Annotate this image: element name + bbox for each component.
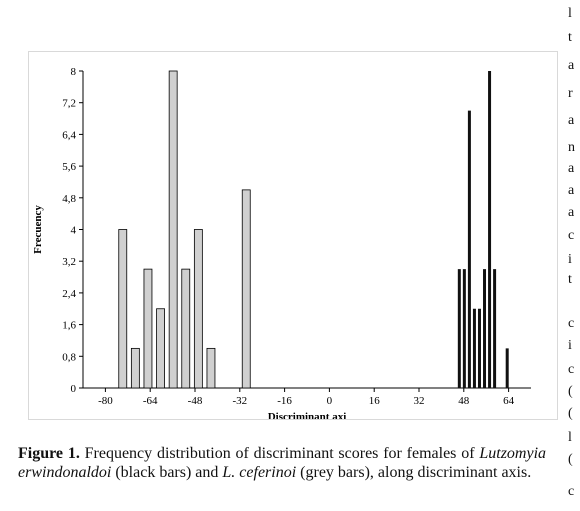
- cropped-text-fragment: n: [568, 140, 575, 155]
- cropped-text-fragment: c: [568, 316, 575, 331]
- y-tick-label: 0,8: [62, 351, 76, 363]
- bar-ceferinoi: [168, 70, 178, 389]
- caption-species-2: L. ceferinoi: [222, 464, 297, 481]
- x-tick-label: -32: [232, 395, 247, 407]
- figure-caption: Figure 1. Frequency distribution of disc…: [18, 444, 546, 482]
- cropped-text-column: l t a r a n a a a c i t c i c((l(c: [566, 0, 580, 511]
- bar-ceferinoi: [130, 347, 140, 389]
- cropped-text-fragment: c: [568, 362, 575, 377]
- bar-erwindonaldoi: [462, 269, 466, 388]
- cropped-text-fragment: (: [568, 406, 573, 421]
- bar-erwindonaldoi: [472, 308, 476, 388]
- cropped-text-fragment: (: [568, 452, 573, 467]
- cropped-text-fragment: l: [568, 430, 572, 445]
- y-axis-label: Frecuency: [32, 205, 44, 254]
- cropped-text-fragment: i: [568, 338, 572, 353]
- cropped-text-fragment: t: [568, 30, 572, 45]
- y-tick-label: 3,2: [62, 256, 76, 268]
- caption-text-2: (black bars) and: [111, 464, 223, 481]
- y-tick-label: 0: [71, 383, 77, 395]
- y-tick-label: 6,4: [62, 129, 76, 141]
- cropped-text-fragment: c: [568, 228, 575, 243]
- x-tick-label: 32: [414, 395, 425, 407]
- y-tick-label: 4,8: [62, 193, 76, 205]
- y-tick-label: 4: [71, 225, 77, 237]
- bar-ceferinoi: [181, 268, 191, 389]
- x-tick-label: 48: [458, 395, 470, 407]
- bar-ceferinoi: [193, 229, 203, 389]
- x-tick-label: -64: [143, 395, 158, 407]
- bar-ceferinoi: [241, 189, 251, 389]
- cropped-text-fragment: l: [568, 6, 572, 21]
- cropped-text-fragment: c: [568, 484, 575, 499]
- frequency-bar-chart: 0 0,8 1,6 2,4 3,2 4 4,8 5,6 6,4 7,2 8 -80 -64 -48 -32 -…: [32, 66, 531, 419]
- x-tick-label: 64: [503, 395, 514, 407]
- cropped-text-fragment: a: [568, 161, 575, 176]
- bar-erwindonaldoi: [477, 308, 481, 388]
- y-tick-label: 5,6: [62, 161, 76, 173]
- x-axis-label: Discriminant axi: [268, 411, 347, 419]
- bar-ceferinoi: [156, 308, 165, 389]
- cropped-text-fragment: a: [568, 183, 575, 198]
- bar-erwindonaldoi: [457, 269, 461, 388]
- x-tick-label: -48: [188, 395, 203, 407]
- y-tick-label: 8: [71, 66, 77, 78]
- y-tick-label: 2,4: [62, 288, 76, 300]
- bar-erwindonaldoi: [483, 269, 487, 388]
- x-tick-label: 16: [369, 395, 381, 407]
- figure-frame: 0 0,8 1,6 2,4 3,2 4 4,8 5,6 6,4 7,2 8 -80 -64 -48 -32 -…: [28, 51, 558, 420]
- caption-label: Figure 1.: [18, 445, 80, 462]
- bar-ceferinoi: [206, 347, 216, 389]
- cropped-text-fragment: r: [568, 86, 573, 101]
- caption-text-1: Frequency distribution of discriminant s…: [79, 445, 480, 462]
- caption-species-1: Lutzomyia erwindonaldoi: [18, 445, 547, 481]
- cropped-text-fragment: t: [568, 272, 572, 287]
- bar-erwindonaldoi: [488, 71, 492, 388]
- y-tick-label: 7,2: [62, 98, 76, 110]
- cropped-text-fragment: (: [568, 384, 573, 399]
- bar-ceferinoi: [143, 268, 153, 389]
- caption-text-3: (grey bars), along discriminant axis.: [296, 464, 532, 481]
- cropped-text-fragment: i: [568, 252, 572, 267]
- x-tick-label: 0: [327, 395, 333, 407]
- bar-ceferinoi: [118, 229, 128, 389]
- bar-erwindonaldoi: [493, 269, 497, 388]
- cropped-text-fragment: a: [568, 205, 575, 220]
- cropped-text-fragment: a: [568, 58, 575, 73]
- cropped-text-fragment: a: [568, 113, 575, 128]
- y-tick-label: 1,6: [62, 320, 76, 332]
- bar-erwindonaldoi: [467, 110, 471, 388]
- x-tick-label: -16: [277, 395, 292, 407]
- bar-erwindonaldoi: [505, 348, 509, 388]
- x-tick-label: -80: [98, 395, 113, 407]
